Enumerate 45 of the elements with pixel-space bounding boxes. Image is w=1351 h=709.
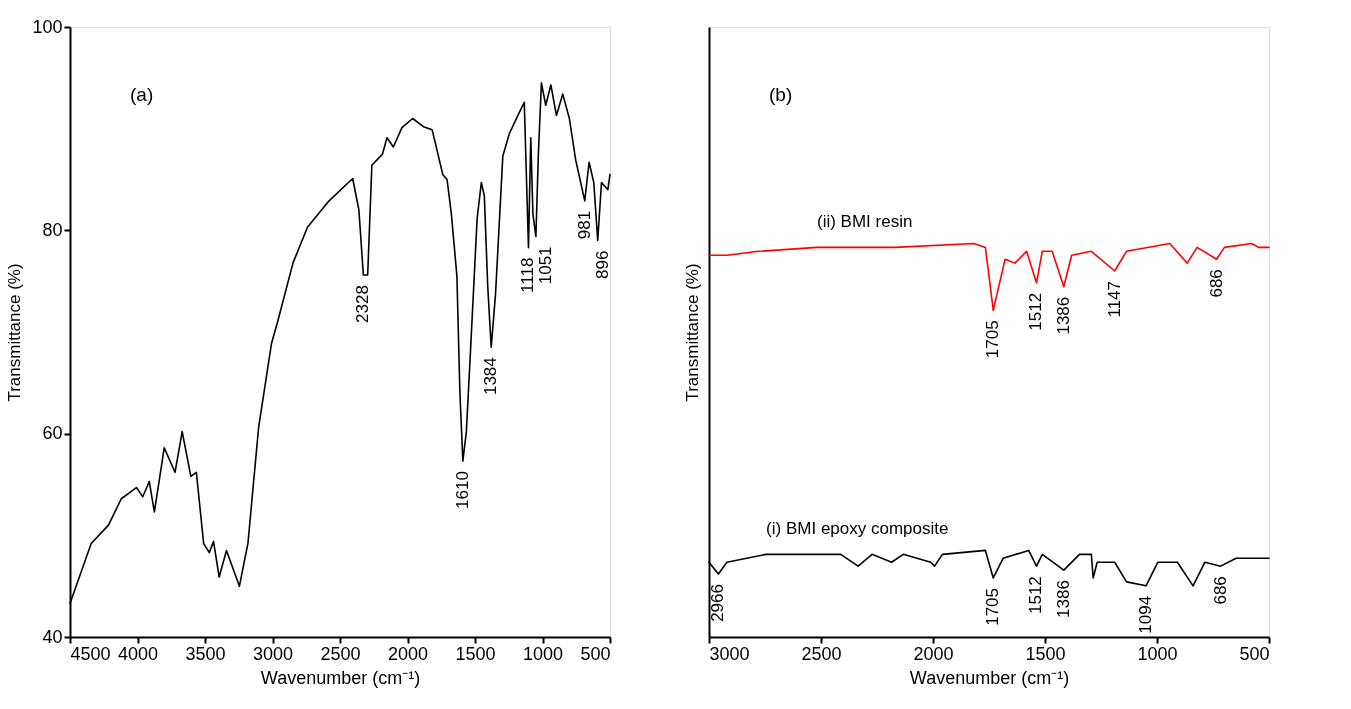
x-axis-title: Wavenumber (cm⁻¹): [260, 667, 421, 688]
annotation: 896: [592, 250, 612, 279]
y-axis-title: Transmittance (%): [5, 263, 25, 402]
y-tick-label: 60: [42, 423, 63, 444]
annotation: 981: [574, 210, 594, 240]
annotation: 1051: [536, 246, 556, 285]
y-tick-label: 80: [42, 219, 63, 240]
x-tick-label: 3000: [252, 643, 294, 664]
annotation: 686: [1210, 576, 1230, 605]
y-axis-title: Transmittance (%): [682, 263, 702, 402]
series-label: (ii) BMI resin: [816, 212, 913, 232]
x-axis-title: Wavenumber (cm⁻¹): [909, 667, 1070, 688]
annotation: (a): [130, 84, 154, 105]
x-tick-label: 4500: [70, 643, 111, 664]
text: (b): [769, 84, 793, 105]
x-tick-label: 500: [1239, 643, 1270, 664]
x-tick-label: 500: [580, 643, 611, 664]
x-tick-label: 4000: [117, 643, 159, 664]
series-label: (i) BMI epoxy composite: [766, 519, 949, 539]
annotation: 1512: [1026, 292, 1046, 331]
y-tick-label: 40: [42, 626, 63, 647]
annotation: 1118: [518, 257, 538, 293]
x-tick-label: 1000: [522, 643, 564, 664]
x-tick-label: 2500: [801, 643, 842, 664]
x-tick-label: 3000: [709, 643, 750, 664]
annotation: 1512: [1026, 576, 1046, 614]
annotation: 1705: [983, 320, 1003, 359]
annotation: 2328: [353, 285, 373, 323]
x-tick-label: 2000: [913, 643, 954, 664]
y-tick-label: 100: [32, 16, 63, 37]
x-tick-label: 2500: [320, 643, 361, 664]
x-tick-label: 3500: [185, 643, 226, 664]
x-tick-label: 1000: [1137, 643, 1178, 664]
annotation: 1705: [983, 587, 1003, 626]
annotation: 1094: [1136, 595, 1156, 634]
annotation: 1610: [452, 471, 472, 509]
annotation: 686: [1206, 269, 1226, 298]
x-tick-label: 1500: [1025, 643, 1066, 664]
annotation: 1147: [1104, 281, 1124, 318]
annotation: 1386: [1053, 296, 1073, 335]
annotation: 2966: [708, 584, 728, 622]
x-tick-label: 2000: [387, 643, 429, 664]
x-tick-label: 1500: [455, 643, 496, 664]
annotation: 1384: [481, 357, 501, 396]
annotation: 1386: [1053, 580, 1073, 618]
